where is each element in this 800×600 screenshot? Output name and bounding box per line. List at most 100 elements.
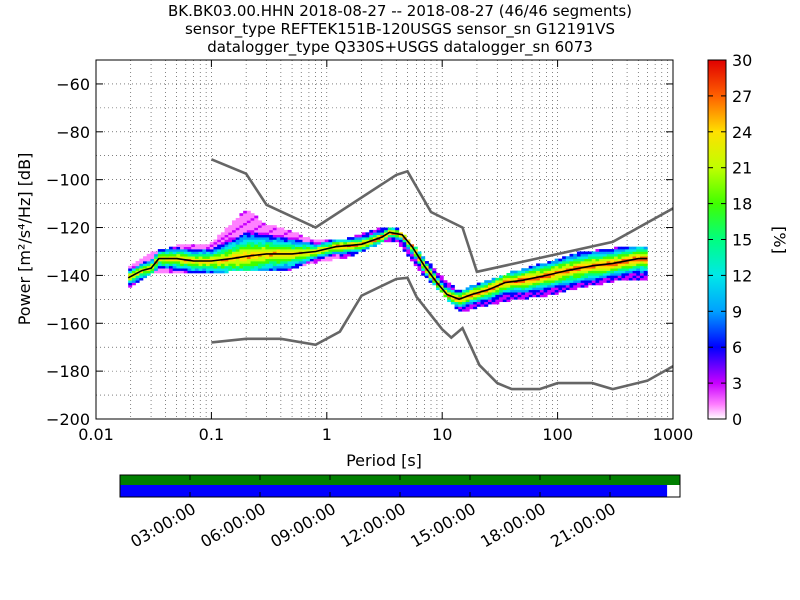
heatmap-cell	[213, 246, 218, 250]
heatmap-cell	[187, 265, 192, 269]
heatmap-cell	[232, 234, 237, 238]
heatmap-cell	[543, 270, 548, 274]
heatmap-cell	[328, 244, 333, 247]
heatmap-cell	[395, 229, 400, 233]
heatmap-cell	[525, 280, 530, 283]
heatmap-cell	[269, 225, 274, 228]
heatmap-cell	[157, 263, 162, 267]
heatmap-cell	[513, 270, 518, 274]
heatmap-cell	[265, 234, 270, 238]
heatmap-cell	[172, 265, 177, 269]
heatmap-cell	[573, 265, 578, 269]
heatmap-cell	[591, 258, 596, 262]
heatmap-cell	[554, 289, 559, 293]
heatmap-cell	[391, 229, 396, 233]
heatmap-cell	[643, 258, 648, 262]
heatmap-cell	[317, 241, 322, 245]
heatmap-cell	[565, 275, 570, 279]
heatmap-cell	[506, 294, 511, 298]
heatmap-cell	[398, 234, 403, 238]
heatmap-cell	[261, 246, 266, 250]
heatmap-cell	[558, 263, 563, 267]
heatmap-cell	[554, 263, 559, 267]
heatmap-cell	[235, 239, 240, 243]
heatmap-cell	[287, 246, 292, 250]
heatmap-cell	[628, 261, 633, 264]
heatmap-cell	[502, 275, 507, 279]
heatmap-cell	[354, 237, 359, 240]
heatmap-cell	[276, 261, 281, 264]
heatmap-cell	[220, 244, 225, 247]
heatmap-cell	[499, 287, 504, 291]
heatmap-cell	[639, 251, 644, 255]
heatmap-cell	[610, 263, 615, 267]
heatmap-cell	[246, 210, 251, 214]
heatmap-cell	[198, 249, 203, 252]
heatmap-cell	[154, 263, 159, 267]
heatmap-cell	[131, 265, 136, 269]
heatmap-cell	[495, 282, 500, 286]
heatmap-cell	[254, 244, 259, 247]
heatmap-cell	[224, 261, 229, 264]
heatmap-cell	[565, 287, 570, 291]
heatmap-cell	[491, 287, 496, 291]
heatmap-cell	[228, 241, 233, 245]
heatmap-cell	[257, 244, 262, 247]
heatmap-cell	[636, 270, 641, 274]
heatmap-cell	[543, 277, 548, 281]
heatmap-cell	[554, 261, 559, 264]
heatmap-cell	[209, 268, 214, 271]
heatmap-cell	[206, 256, 211, 259]
heatmap-cell	[176, 256, 181, 259]
heatmap-cell	[157, 251, 162, 255]
heatmap-cell	[157, 258, 162, 262]
heatmap-cell	[224, 256, 229, 259]
heatmap-cell	[206, 244, 211, 247]
heatmap-cell	[246, 261, 251, 264]
heatmap-cell	[224, 251, 229, 255]
heatmap-cell	[257, 261, 262, 264]
heatmap-cell	[261, 222, 266, 226]
heatmap-cell	[602, 273, 607, 276]
heatmap-cell	[283, 268, 288, 271]
heatmap-cell	[339, 246, 344, 250]
heatmap-cell	[217, 244, 222, 247]
heatmap-cell	[447, 289, 452, 293]
heatmap-cell	[447, 287, 452, 291]
heatmap-cell	[417, 263, 422, 267]
heatmap-cell	[584, 261, 589, 264]
heatmap-cell	[295, 256, 300, 259]
heatmap-cell	[369, 232, 374, 236]
heatmap-cell	[532, 270, 537, 274]
heatmap-cell	[243, 213, 248, 216]
heatmap-cell	[224, 263, 229, 267]
heatmap-cell	[628, 253, 633, 257]
heatmap-cell	[573, 275, 578, 279]
heatmap-cell	[380, 239, 385, 243]
heatmap-cell	[491, 296, 496, 300]
heatmap-cell	[306, 244, 311, 247]
heatmap-cell	[491, 280, 496, 283]
heatmap-cell	[183, 256, 188, 259]
heatmap-cell	[235, 217, 240, 221]
heatmap-cell	[250, 263, 255, 267]
heatmap-cell	[276, 256, 281, 259]
heatmap-cell	[543, 273, 548, 276]
heatmap-cell	[621, 275, 626, 279]
heatmap-cell	[198, 261, 203, 264]
heatmap-cell	[309, 241, 314, 245]
heatmap-cell	[283, 237, 288, 240]
heatmap-cell	[350, 241, 355, 245]
heatmap-cell	[250, 244, 255, 247]
heatmap-cell	[243, 268, 248, 271]
heatmap-cell	[358, 241, 363, 245]
heatmap-cell	[473, 284, 478, 288]
heatmap-cell	[554, 280, 559, 283]
heatmap-cell	[217, 256, 222, 259]
heatmap-cell	[384, 227, 389, 231]
heatmap-cell	[154, 253, 159, 257]
heatmap-cell	[639, 249, 644, 252]
heatmap-cell	[131, 282, 136, 286]
heatmap-cell	[487, 280, 492, 283]
heatmap-cell	[562, 273, 567, 276]
